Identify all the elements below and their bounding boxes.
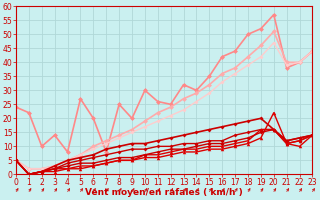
X-axis label: Vent moyen/en rafales ( km/h ): Vent moyen/en rafales ( km/h ) bbox=[85, 188, 243, 197]
